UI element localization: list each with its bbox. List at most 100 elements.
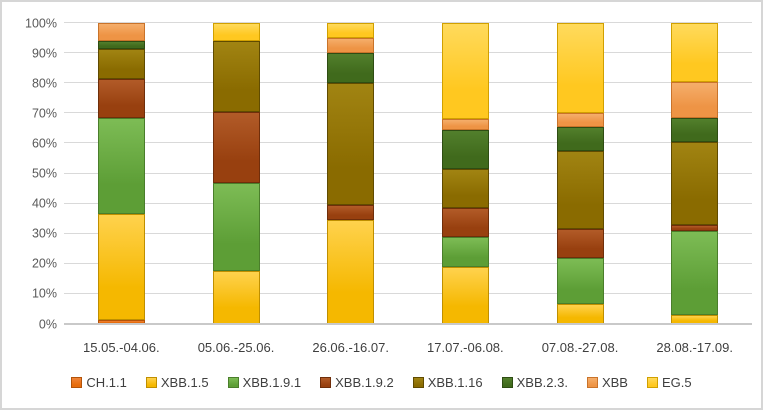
bar-slot [64,23,179,324]
y-tick-label: 20% [31,256,57,271]
gridline-80% [64,82,752,84]
bar-segment-XBB.1.5 [212,271,260,324]
gridline-70% [64,112,752,114]
legend-item-CH.1.1: CH.1.1 [71,374,127,390]
bar-segment-XBB.1.16 [327,83,375,206]
bar-15.05.-04.06. [97,23,145,324]
bar-segment-XBB.1.9.2 [556,229,604,258]
y-tick-label: 80% [31,75,57,90]
legend-swatch-icon [586,376,598,388]
bar-segment-XBB.1.9.1 [97,117,145,215]
legend-label: XBB.1.9.2 [335,374,394,390]
bar-segment-EG.5 [212,23,260,42]
bar-segment-XBB.1.16 [212,41,260,112]
bar-segment-EG.5 [327,23,375,39]
bar-segment-XBB.2.3. [441,129,489,169]
bar-segment-XBB [671,81,719,118]
y-tick-label: 30% [31,226,57,241]
bar-segment-EG.5 [671,23,719,82]
legend-item-XBB.1.9.2: XBB.1.9.2 [320,375,394,390]
y-tick-label: 70% [31,106,57,121]
bar-segment-XBB.1.9.1 [212,182,260,272]
y-tick-label: 90% [31,45,57,60]
bar-slot [179,23,294,324]
legend-label: XBB.1.5 [160,374,209,390]
x-tick-label: 26.06.-16.07. [312,339,389,355]
bar-segment-XBB.1.9.1 [671,230,719,315]
gridline-50% [64,172,752,174]
bar-28.08.-17.09. [671,23,719,324]
bar-segment-XBB.2.3. [97,41,145,49]
legend-swatch-icon [71,376,83,388]
x-tick-label: 05.06.-25.06. [197,339,275,355]
bar-07.08.-27.08. [556,23,604,324]
bar-segment-XBB.1.16 [441,169,489,209]
legend-swatch-icon [646,376,658,388]
plot-area [64,22,752,325]
bar-segment-XBB.1.5 [556,304,604,324]
bar-segment-XBB.1.9.2 [327,205,375,221]
legend-label: XBB [601,374,628,390]
bar-26.06.-16.07. [327,23,375,324]
legend-swatch-icon [412,376,424,388]
bar-slot [408,23,523,324]
bar-segment-XBB [97,23,145,42]
legend-label: XBB.2.3. [516,374,568,390]
bar-segment-XBB [441,119,489,130]
bar-segment-EG.5 [441,23,489,120]
x-tick-label: 07.08.-27.08. [541,339,619,355]
legend-label: CH.1.1 [86,374,127,390]
bar-05.06.-25.06. [212,23,260,324]
bars-row [64,23,752,324]
bar-segment-XBB.1.9.2 [97,78,145,118]
x-axis: 15.05.-04.06. 05.06.-25.06. 26.06.-16.07. 1… [64,336,752,358]
bar-segment-XBB.2.3. [671,117,719,142]
x-tick-label: 15.05.-04.06. [83,339,160,355]
y-tick-label: 50% [31,166,57,181]
gridline-90% [64,52,752,54]
legend-swatch-icon [320,376,332,388]
x-tick-label: 28.08.-17.09. [656,339,733,355]
x-axis-line [64,323,752,325]
bar-segment-XBB [327,38,375,54]
legend-label: XBB.1.9.1 [242,374,302,390]
bar-slot [293,23,408,324]
legend-swatch-icon [145,376,157,388]
gridline-100% [64,22,752,23]
y-tick-label: 40% [31,196,57,211]
y-axis: 0% 10% 20% 30% 40% 50% 60% 70% 80% 90% 100% [2,17,57,330]
bar-segment-XBB.2.3. [556,126,604,151]
y-tick-label: 60% [31,136,57,151]
legend-item-XBB.1.16: XBB.1.16 [412,375,483,390]
y-tick-label: 100% [25,15,57,30]
gridline-40% [64,202,752,204]
bar-segment-XBB.1.5 [97,214,145,320]
bar-17.07.-06.08. [441,23,489,324]
legend-item-XBB.2.3.: XBB.2.3. [501,374,568,390]
bar-segment-XBB.1.16 [556,150,604,230]
bar-slot [637,23,752,324]
legend-label: EG.5 [661,374,692,390]
legend-item-XBB.1.5: XBB.1.5 [145,374,209,390]
legend-swatch-icon [227,376,239,388]
bar-segment-XBB.1.9.1 [556,257,604,305]
bar-segment-XBB.1.9.2 [212,111,260,183]
gridline-30% [64,232,752,234]
bar-segment-XBB.1.9.1 [441,236,489,267]
bar-segment-XBB [556,113,604,127]
bar-segment-XBB.1.5 [327,220,375,324]
bar-segment-XBB.2.3. [327,53,375,84]
legend-item-XBB.1.9.1: XBB.1.9.1 [227,374,302,390]
y-tick-label: 0% [38,316,57,331]
legend-item-XBB: XBB [586,374,628,390]
gridline-10% [64,292,752,294]
legend-item-EG.5: EG.5 [646,374,692,390]
x-tick-label: 17.07.-06.08. [427,339,504,355]
gridline-20% [64,262,752,264]
bar-slot [523,23,638,324]
gridline-60% [64,142,752,144]
y-tick-label: 10% [31,286,57,301]
bar-segment-XBB.1.16 [97,48,145,79]
bar-segment-XBB.1.9.2 [441,208,489,237]
